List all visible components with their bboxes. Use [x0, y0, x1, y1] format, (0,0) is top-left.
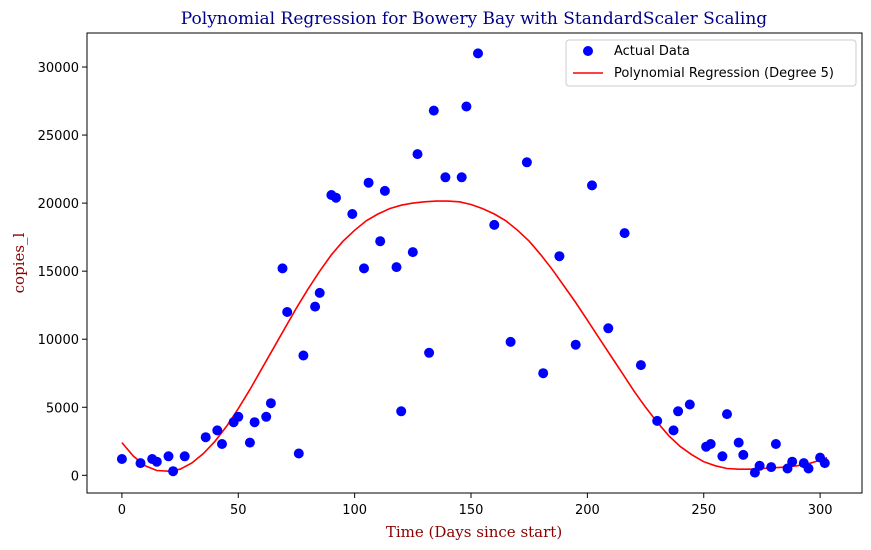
y-tick-label: 0	[71, 469, 79, 484]
data-point	[363, 177, 374, 188]
legend: Actual Data Polynomial Regression (Degre…	[565, 39, 857, 87]
regression-line-layer	[121, 200, 828, 473]
data-point	[412, 149, 423, 160]
regression-line	[121, 200, 828, 473]
data-point	[163, 451, 174, 462]
data-point	[705, 439, 716, 449]
data-point	[819, 458, 830, 469]
data-point	[461, 101, 472, 112]
data-point	[217, 439, 227, 449]
data-point	[717, 451, 728, 462]
data-point	[375, 236, 386, 247]
data-point	[673, 406, 684, 417]
data-point	[396, 406, 407, 417]
y-tick-label: 25000	[38, 129, 79, 144]
data-point	[298, 350, 309, 361]
y-tick-label: 20000	[38, 197, 79, 212]
data-point	[738, 449, 749, 460]
data-point	[619, 228, 630, 239]
plot-frame	[86, 32, 863, 494]
data-point	[766, 462, 777, 473]
data-point	[803, 463, 814, 474]
data-point	[379, 185, 390, 196]
x-tick-label: 300	[808, 503, 833, 518]
y-axis-label: copies_l	[10, 232, 28, 293]
y-tick-label: 30000	[38, 61, 79, 76]
plot-area	[86, 32, 863, 494]
x-tick-label: 0	[118, 503, 126, 518]
data-point	[265, 398, 276, 409]
y-tick-label: 15000	[38, 265, 79, 280]
data-point	[587, 180, 597, 191]
data-point	[212, 425, 223, 436]
legend-label-actual-data: Actual Data	[614, 44, 690, 59]
data-point	[347, 209, 358, 219]
legend-marker-scatter	[583, 46, 593, 56]
data-point	[456, 172, 467, 183]
y-tick-label: 10000	[38, 333, 79, 348]
data-point	[391, 262, 402, 273]
data-point	[722, 409, 732, 420]
data-point	[282, 307, 293, 317]
data-point	[440, 172, 451, 183]
data-point	[652, 415, 663, 426]
x-axis-label: Time (Days since start)	[386, 523, 562, 541]
data-point	[277, 263, 288, 274]
data-point	[733, 437, 744, 448]
data-point	[407, 247, 418, 258]
data-point	[635, 360, 646, 371]
data-point	[116, 454, 127, 464]
data-point	[151, 456, 162, 467]
data-point	[521, 157, 532, 168]
data-point	[314, 287, 325, 298]
data-point	[424, 347, 435, 358]
x-tick-label: 150	[459, 503, 484, 518]
chart-title: Polynomial Regression for Bowery Bay wit…	[181, 9, 768, 29]
data-point	[684, 399, 695, 410]
data-point	[293, 448, 304, 459]
data-point	[505, 336, 516, 347]
data-point	[244, 437, 255, 448]
x-tick-label: 250	[691, 503, 716, 518]
data-point	[787, 456, 798, 467]
data-point	[168, 466, 179, 477]
data-point	[428, 105, 439, 116]
data-point	[249, 417, 260, 428]
data-point	[473, 48, 483, 59]
data-point	[261, 411, 272, 422]
data-point	[179, 451, 190, 462]
data-point	[570, 339, 581, 350]
legend-label-regression: Polynomial Regression (Degree 5)	[614, 66, 834, 81]
x-tick-label: 200	[575, 503, 600, 518]
x-axis-ticks: 0 50 100 150 200 250 300	[118, 493, 833, 518]
y-tick-label: 5000	[46, 401, 79, 416]
data-point	[603, 323, 614, 334]
data-point	[489, 219, 500, 230]
data-point	[233, 411, 244, 422]
scatter-points-layer	[116, 48, 830, 478]
y-axis-ticks: 0 5000 10000 15000 20000 25000 30000	[38, 61, 87, 484]
data-point	[554, 251, 565, 262]
data-point	[754, 460, 765, 471]
data-point	[770, 439, 781, 449]
data-point	[310, 301, 321, 312]
legend-box	[565, 39, 857, 87]
data-point	[200, 432, 211, 443]
data-point	[135, 458, 146, 469]
data-point	[359, 263, 369, 274]
data-point	[668, 425, 679, 436]
x-tick-label: 100	[342, 503, 367, 518]
x-tick-label: 50	[230, 503, 247, 518]
data-point	[331, 192, 341, 203]
data-point	[538, 368, 549, 379]
